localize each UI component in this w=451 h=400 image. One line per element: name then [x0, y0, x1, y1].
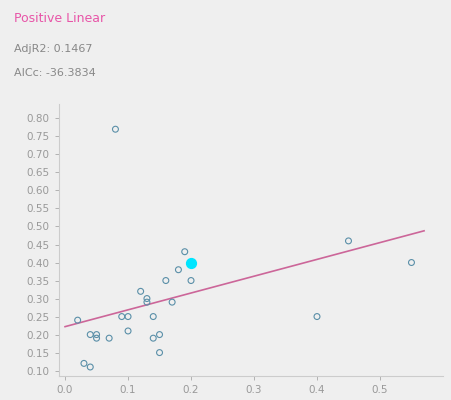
Point [187, 259, 194, 266]
Point [74, 317, 81, 323]
Point [143, 295, 150, 302]
Text: AdjR2: 0.1467: AdjR2: 0.1467 [14, 44, 92, 54]
Text: Positive Linear: Positive Linear [14, 12, 105, 25]
Point [181, 248, 188, 255]
Point [124, 313, 131, 320]
Point [149, 335, 156, 341]
Point [313, 313, 320, 320]
Point [93, 331, 100, 338]
Point [143, 299, 150, 305]
Point [80, 360, 87, 366]
Point [149, 313, 156, 320]
Point [137, 288, 144, 294]
Point [175, 266, 182, 273]
Point [93, 335, 100, 341]
Text: AICc: -36.3834: AICc: -36.3834 [14, 68, 95, 78]
Point [105, 335, 112, 341]
Point [168, 299, 175, 305]
Point [87, 331, 94, 338]
Point [118, 313, 125, 320]
Point [162, 277, 169, 284]
Point [407, 259, 414, 266]
Point [156, 331, 163, 338]
Point [187, 277, 194, 284]
Point [111, 126, 119, 132]
Point [344, 238, 351, 244]
Point [156, 349, 163, 356]
Point [87, 364, 94, 370]
Point [124, 328, 131, 334]
